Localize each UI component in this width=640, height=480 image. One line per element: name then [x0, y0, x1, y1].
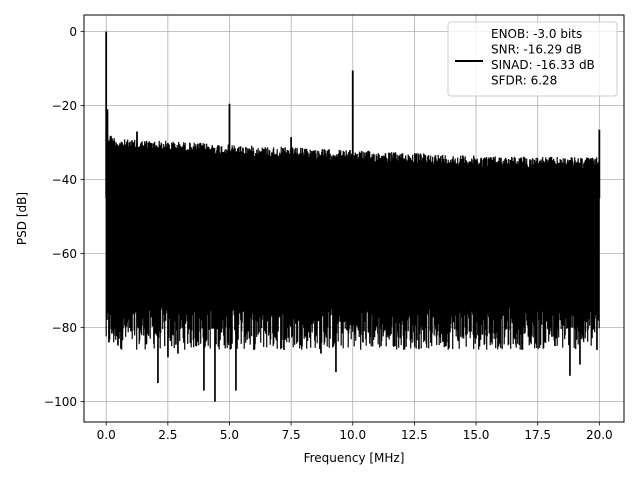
y-tick-label: 0	[69, 25, 77, 39]
plot-frame	[83, 14, 625, 423]
y-tick-label: −40	[52, 173, 77, 187]
psd-peaks	[105, 31, 601, 199]
legend: ENOB: -3.0 bits SNR: -16.29 dB SINAD: -1…	[447, 21, 618, 97]
y-axis-ticks: 0 −20 −40 −60 −80 −100	[44, 25, 84, 409]
legend-line-enob: ENOB: -3.0 bits	[491, 27, 582, 41]
x-tick-label: 2.5	[158, 428, 177, 442]
x-axis-ticks: 0.0 2.5 5.0 7.5 10.0 12.5 15.0 17.5 20.0	[97, 422, 613, 442]
x-tick-label: 12.5	[401, 428, 428, 442]
legend-line-sfdr: SFDR: 6.28	[491, 74, 557, 88]
x-tick-label: 20.0	[586, 428, 613, 442]
legend-line-sinad: SINAD: -16.33 dB	[491, 58, 595, 72]
noise-band	[105, 134, 600, 402]
psd-noise-floor	[105, 134, 600, 402]
y-tick-label: −60	[52, 247, 77, 261]
x-tick-label: 10.0	[339, 428, 366, 442]
y-tick-label: −20	[52, 99, 77, 113]
legend-box	[447, 21, 618, 97]
y-tick-label: −100	[44, 395, 77, 409]
legend-line-snr: SNR: -16.29 dB	[491, 43, 582, 57]
x-axis-label: Frequency [MHz]	[304, 451, 405, 465]
x-tick-label: 5.0	[220, 428, 239, 442]
x-tick-label: 0.0	[97, 428, 116, 442]
y-axis-label: PSD [dB]	[15, 192, 29, 245]
x-tick-label: 7.5	[282, 428, 301, 442]
x-tick-label: 15.0	[463, 428, 490, 442]
x-tick-label: 17.5	[524, 428, 551, 442]
y-tick-label: −80	[52, 321, 77, 335]
